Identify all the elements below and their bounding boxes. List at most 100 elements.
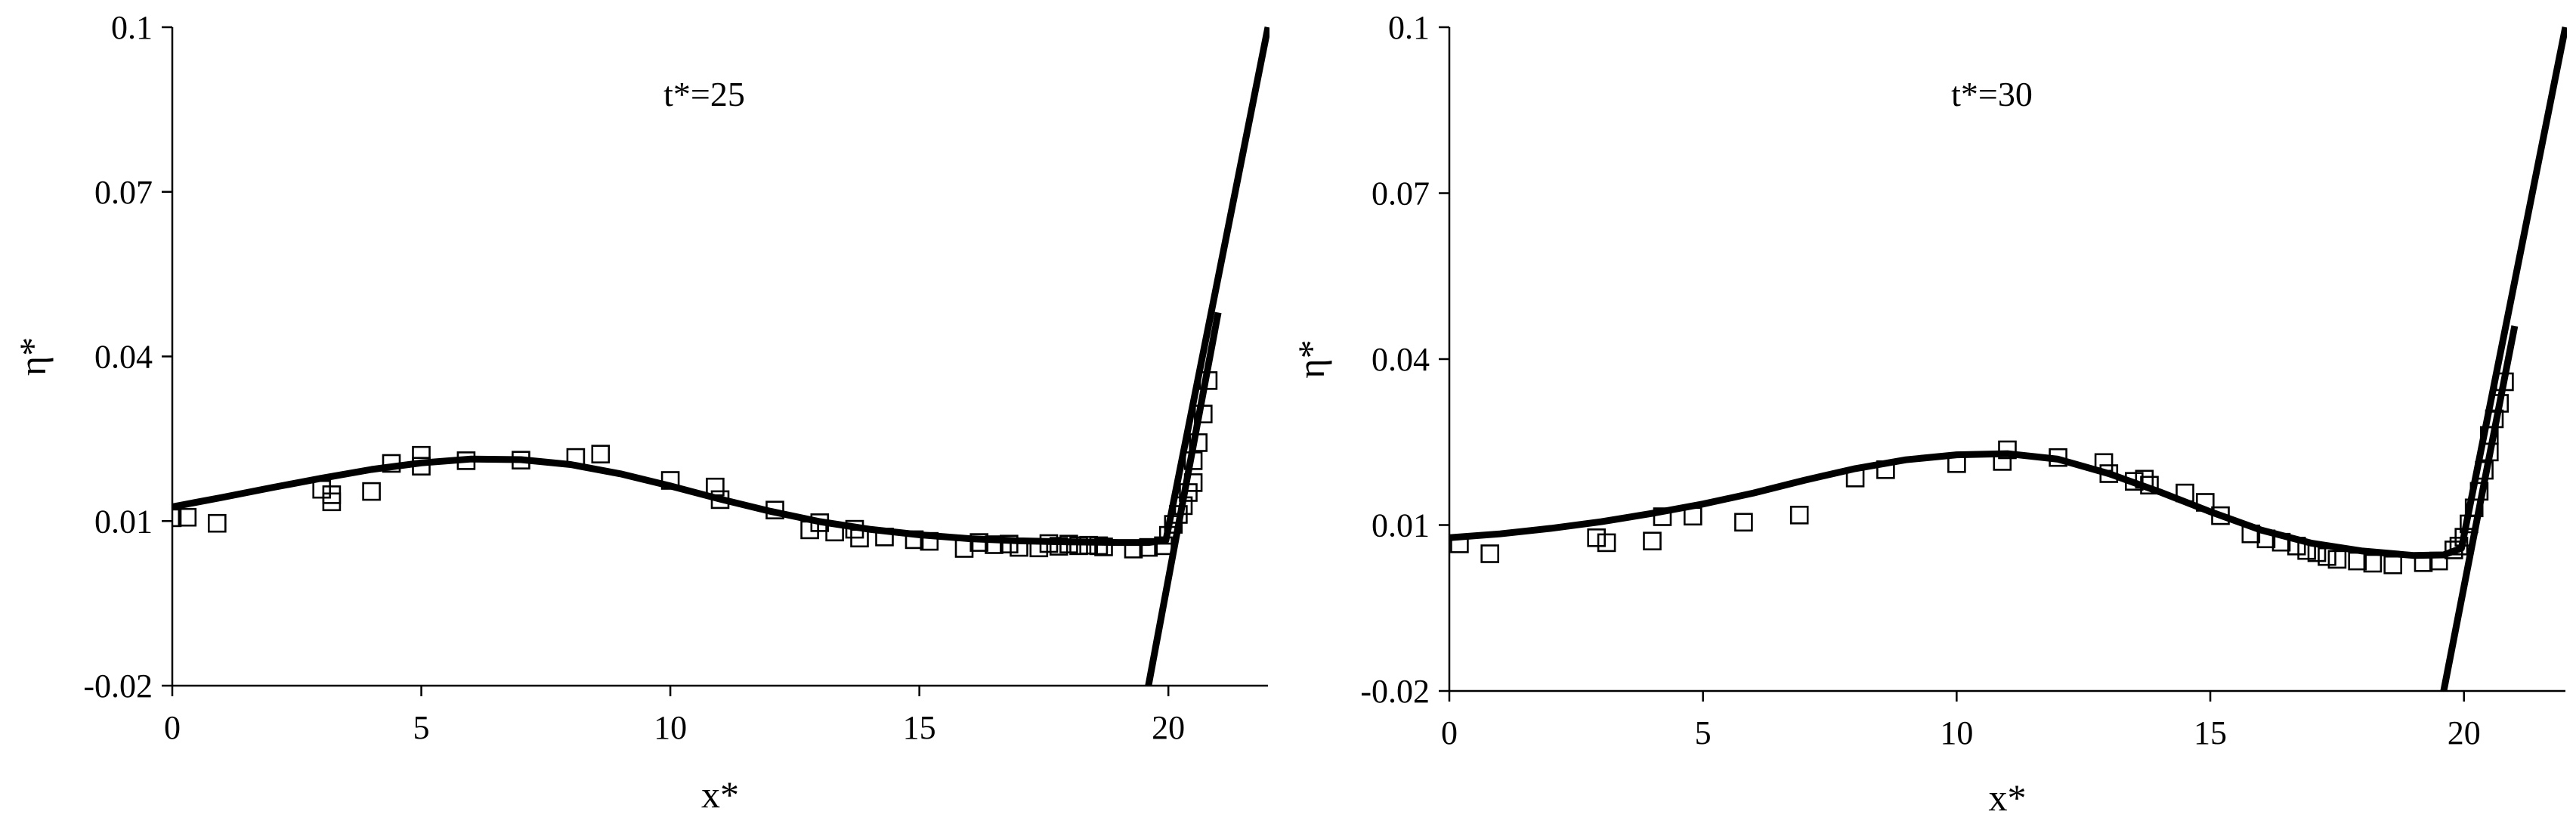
data-layer xyxy=(1449,26,2567,691)
data-point-square xyxy=(1947,454,1966,473)
data-point-square xyxy=(810,513,830,532)
x-tick-label: 20 xyxy=(2448,714,2481,751)
y-tick-label: 0.04 xyxy=(94,339,153,376)
data-point-square xyxy=(969,533,988,552)
data-point-square xyxy=(322,492,342,512)
data-point-square xyxy=(2049,448,2067,467)
data-point-square xyxy=(2140,476,2159,495)
data-point-square xyxy=(875,527,894,547)
x-tick-label: 20 xyxy=(1152,709,1185,746)
data-point-square xyxy=(412,457,431,476)
data-point-square xyxy=(1450,534,1469,553)
y-axis-label: η* xyxy=(11,337,54,376)
data-point-square xyxy=(2307,543,2327,562)
y-axis-label: η* xyxy=(1290,339,1332,378)
x-tick-label: 5 xyxy=(413,709,430,746)
data-point-square xyxy=(2475,460,2494,480)
front-line xyxy=(2440,325,2519,691)
data-point-square xyxy=(1049,537,1068,556)
data-point-square xyxy=(591,445,611,464)
data-point-square xyxy=(2297,541,2316,560)
x-tick-label: 5 xyxy=(1695,714,1712,751)
data-point-square xyxy=(1189,433,1208,452)
data-point-square xyxy=(1039,534,1059,553)
data-point-square xyxy=(362,482,381,501)
data-point-square xyxy=(2196,493,2215,512)
data-point-square xyxy=(1643,531,1662,551)
y-tick-label: -0.02 xyxy=(83,668,153,705)
data-point-square xyxy=(1059,534,1078,554)
data-point-square xyxy=(1789,505,1809,525)
data-point-square xyxy=(2490,394,2509,413)
front-line xyxy=(1145,311,1222,686)
x-tick-label: 10 xyxy=(654,709,687,746)
data-point-square xyxy=(207,513,227,533)
data-point-square xyxy=(2271,532,2291,552)
data-point-square xyxy=(2135,469,2154,489)
y-tick-label: 0.01 xyxy=(94,503,153,540)
data-point-square xyxy=(1993,452,2012,471)
data-point-square xyxy=(1094,538,1113,556)
data-point-square xyxy=(2176,483,2194,503)
data-point-square xyxy=(1069,536,1088,556)
x-tick-label: 0 xyxy=(164,709,181,746)
data-point-square xyxy=(412,445,431,465)
data-point-square xyxy=(1158,525,1178,545)
data-point-square xyxy=(382,454,401,473)
y-tick-label: -0.02 xyxy=(1360,673,1430,710)
data-point-square xyxy=(1480,544,1499,563)
data-point-square xyxy=(1998,440,2017,460)
x-tick-label: 10 xyxy=(1940,714,1973,751)
data-point-square xyxy=(2211,506,2230,525)
y-tick-label: 0.1 xyxy=(1388,9,1430,46)
data-point-square xyxy=(1597,533,1616,553)
data-point-square xyxy=(2099,464,2119,483)
y-tick-label: 0.04 xyxy=(1371,341,1430,378)
data-point-square xyxy=(2241,524,2261,544)
x-axis-label: x* xyxy=(1989,776,2027,819)
data-point-square xyxy=(1179,483,1198,502)
data-point-square xyxy=(1139,538,1158,557)
chart-title: t*=25 xyxy=(663,75,745,113)
x-tick-label: 15 xyxy=(2194,714,2227,751)
x-axis-label: x* xyxy=(701,773,739,816)
data-point-square xyxy=(2348,551,2367,571)
chart-panel-right: -0.02 0.01 0.04 0.07 0.1 0 5 10 15 20 t*=30 x* η* xyxy=(1290,9,2567,819)
data-point-square xyxy=(985,535,1003,554)
data-point-square xyxy=(322,485,342,504)
data-point-square xyxy=(1653,507,1672,526)
data-point-square xyxy=(706,477,725,497)
data-point-square xyxy=(2429,551,2448,571)
data-point-square xyxy=(456,451,476,470)
x-tick-label: 0 xyxy=(1441,714,1458,751)
data-point-square xyxy=(1164,515,1183,534)
data-layer xyxy=(172,26,1269,686)
data-point-square xyxy=(954,539,974,558)
data-point-square xyxy=(1183,451,1203,470)
data-point-square xyxy=(1000,534,1019,554)
data-point-square xyxy=(1734,513,1753,532)
data-point-square xyxy=(2125,472,2144,491)
data-point-square xyxy=(2327,550,2347,569)
data-point-square xyxy=(2495,372,2514,392)
data-point-square xyxy=(2445,541,2463,559)
y-tick-label: 0.07 xyxy=(94,174,153,211)
chart-panel-left: -0.02 0.01 0.04 0.07 0.1 0 5 10 15 20 t*=25 x* η* xyxy=(11,9,1269,816)
model-curve xyxy=(172,26,1269,547)
data-point-square xyxy=(1845,468,1865,488)
data-point-square xyxy=(1124,539,1143,559)
data-point-square xyxy=(920,531,939,551)
data-point-square xyxy=(512,451,530,470)
data-point-square xyxy=(1684,507,1702,526)
data-point-square xyxy=(1154,536,1173,556)
data-point-square xyxy=(800,520,819,540)
data-point-square xyxy=(2454,528,2473,547)
data-point-square xyxy=(1183,473,1203,492)
data-point-square xyxy=(1587,528,1606,547)
data-point-square xyxy=(1198,371,1218,390)
data-point-square xyxy=(2287,536,2306,556)
data-point-square xyxy=(1079,535,1098,555)
data-point-square xyxy=(2363,553,2383,573)
data-point-square xyxy=(2414,553,2433,572)
